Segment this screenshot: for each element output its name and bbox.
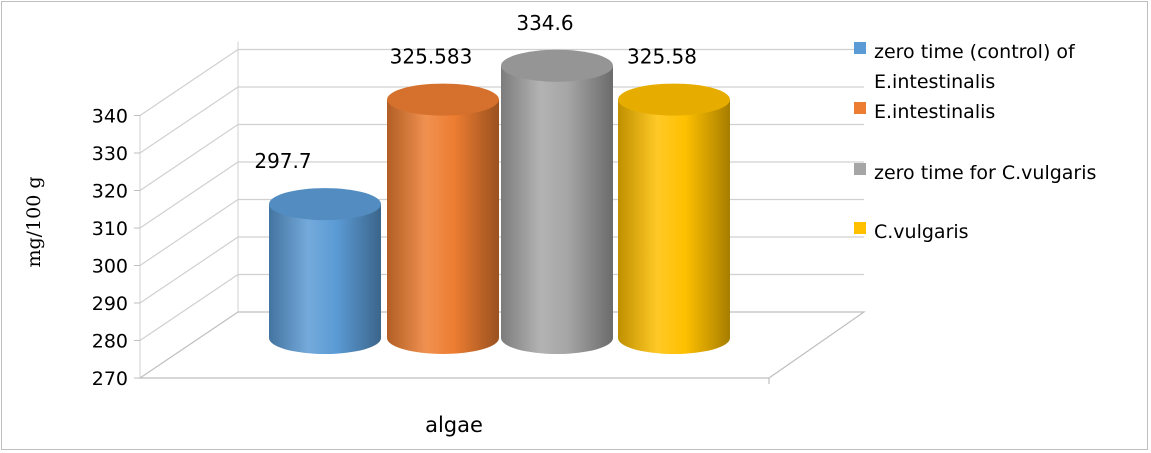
- y-tick-label: 270: [92, 368, 128, 390]
- y-tick-label: 300: [92, 256, 128, 278]
- bars: [269, 49, 730, 354]
- legend-swatch: [854, 102, 866, 114]
- legend: zero time (control) of E.intestinalis E.in…: [854, 41, 1096, 243]
- legend-swatch: [854, 163, 866, 175]
- legend-swatch: [854, 222, 866, 234]
- y-axis-ticks: 270 280 290 300 310 320 330 340: [92, 106, 140, 390]
- bar-4: [618, 83, 730, 354]
- bar-top: [501, 49, 613, 82]
- y-tick-label: 330: [92, 143, 128, 165]
- floor: [138, 311, 866, 379]
- bar-body: [501, 65, 613, 354]
- legend-label: E.intestinalis: [874, 101, 995, 123]
- bar-body: [387, 99, 499, 354]
- y-tick-label: 290: [92, 293, 128, 315]
- y-tick-label: 320: [92, 181, 128, 203]
- legend-label: zero time (control) of: [874, 41, 1076, 63]
- data-label: 325.583: [390, 45, 473, 69]
- legend-label: E.intestinalis: [874, 71, 995, 93]
- legend-item-3: zero time for C.vulgaris: [854, 162, 1096, 184]
- data-label: 334.6: [516, 11, 573, 35]
- bar-top: [618, 83, 730, 116]
- bar-3: [501, 49, 613, 354]
- y-tick-label: 340: [92, 106, 128, 128]
- bar-top: [387, 83, 499, 116]
- bar-body: [269, 204, 381, 354]
- bar-1: [269, 188, 381, 354]
- legend-item-4: C.vulgaris: [854, 221, 969, 243]
- legend-label: zero time for C.vulgaris: [874, 162, 1096, 184]
- legend-item-1: zero time (control) of E.intestinalis: [854, 41, 1076, 93]
- y-tick-label: 310: [92, 218, 128, 240]
- bar-2: [387, 83, 499, 354]
- data-label: 325.58: [627, 45, 697, 69]
- legend-swatch: [854, 42, 866, 54]
- gridline: [139, 48, 864, 116]
- legend-label: C.vulgaris: [874, 221, 969, 243]
- y-axis-title: mg/100 g: [23, 176, 45, 267]
- bar-body: [618, 99, 730, 354]
- legend-item-2: E.intestinalis: [854, 101, 995, 123]
- data-label: 297.7: [254, 149, 311, 173]
- y-tick-label: 280: [92, 331, 128, 353]
- data-labels: 297.7 325.583 334.6 325.58: [254, 11, 697, 173]
- x-axis-title: algae: [425, 413, 483, 437]
- bar-top: [269, 188, 381, 221]
